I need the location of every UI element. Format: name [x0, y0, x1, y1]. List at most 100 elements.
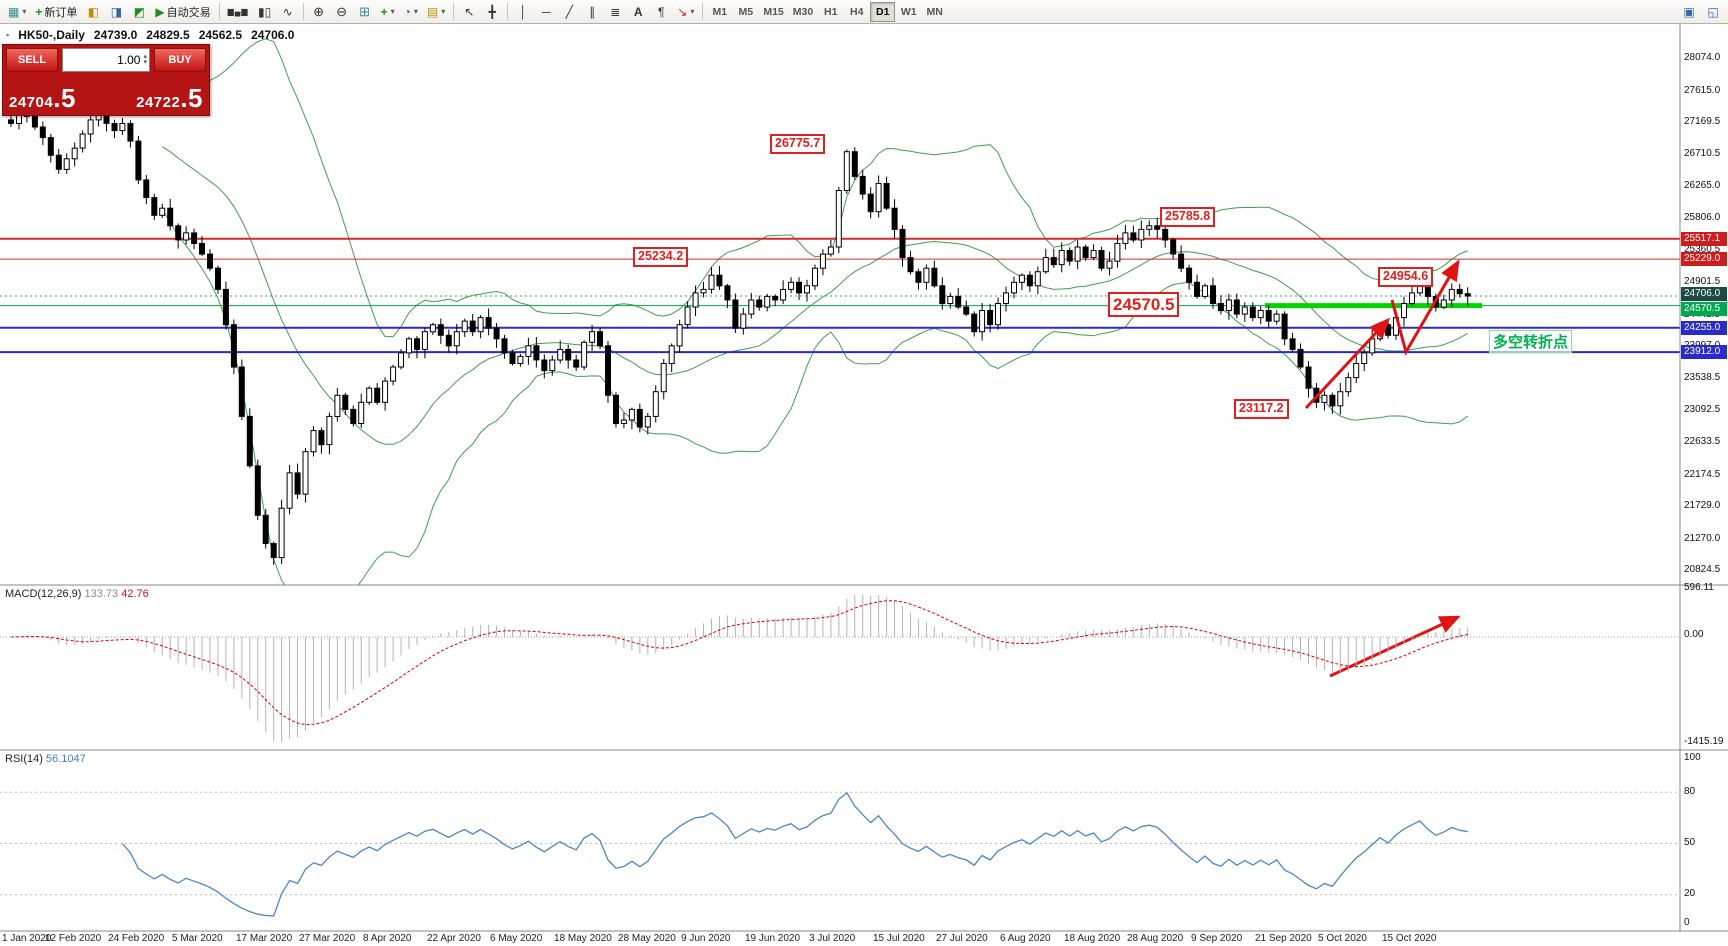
date-axis-label: 15 Oct 2020	[1382, 933, 1437, 944]
dock-left-icon: ▣	[1683, 4, 1695, 19]
timeframe-m1[interactable]: M1	[707, 2, 732, 22]
candlestick-mode-button[interactable]: ▮▯	[254, 2, 276, 22]
periods-icon: ◔	[403, 4, 411, 19]
date-axis-label: 6 May 2020	[490, 933, 543, 944]
toolbar-separator	[218, 3, 220, 20]
new-order-icon: +	[35, 4, 43, 19]
price-annotation: 24570.5	[1108, 292, 1180, 318]
templates-button[interactable]: ▤ ▾	[423, 2, 449, 22]
zoom-in-icon: ⊕	[313, 4, 325, 19]
data-window-button[interactable]: ◨	[105, 2, 127, 22]
quote-high: 24829.5	[146, 28, 190, 42]
timeframe-h4[interactable]: H4	[844, 2, 869, 22]
price-axis-label: 21729.0	[1684, 500, 1721, 511]
bar-chart-mode-button[interactable]: ▆▄▆	[224, 2, 253, 22]
chevron-down-icon: ▾	[690, 7, 695, 16]
new-order-button[interactable]: + 新订单	[31, 2, 81, 22]
fibonacci-tool-button[interactable]: ≣	[604, 2, 626, 22]
date-axis-label: 17 Mar 2020	[236, 933, 293, 944]
text-tool-button[interactable]: A	[627, 2, 649, 22]
market-watch-icon: ◧	[87, 4, 100, 19]
date-axis-label: 27 Mar 2020	[299, 933, 356, 944]
market-watch-button[interactable]: ◧	[82, 2, 104, 22]
zoom-in-button[interactable]: ⊕	[308, 2, 330, 22]
volume-input[interactable]: 1.00 ▴ ▾	[62, 48, 150, 72]
date-axis-label: 18 May 2020	[554, 933, 612, 944]
timeframe-w1[interactable]: W1	[896, 2, 921, 22]
periods-button[interactable]: ◔ ▾	[400, 2, 422, 22]
symbol-and-period: HK50-,Daily	[18, 28, 85, 42]
one-click-trading-panel: SELL 1.00 ▴ ▾ BUY 24704.5 24722.5	[2, 44, 210, 116]
cursor-tool-button[interactable]: ↖	[458, 2, 480, 22]
tile-windows-button[interactable]: ⊞	[354, 2, 376, 22]
price-axis-label: 26265.0	[1684, 180, 1721, 191]
date-axis-label: 27 Jul 2020	[936, 933, 988, 944]
text-tool-icon: A	[633, 4, 643, 19]
vertical-line-icon: │	[519, 4, 528, 19]
timeframe-d1[interactable]: D1	[870, 1, 896, 22]
timeframe-mn[interactable]: MN	[922, 2, 947, 22]
text-label-tool-button[interactable]: ¶	[650, 2, 672, 22]
indicators-button[interactable]: + ▾	[377, 2, 399, 22]
macd-label: MACD(12,26,9) 133.73 42.76	[5, 588, 149, 600]
chevron-down-icon: ▾	[441, 7, 446, 16]
sell-button[interactable]: SELL	[6, 48, 58, 72]
macd-signal-line	[10, 600, 1468, 726]
auto-trading-button[interactable]: ▶ 自动交易	[151, 2, 214, 22]
timeframe-h1[interactable]: H1	[818, 2, 843, 22]
price-axis-label: 25360.5	[1684, 244, 1721, 255]
symbol-marker-icon: ▪	[6, 30, 10, 40]
rsi-level-80: 80	[1684, 786, 1696, 797]
price-tag: 23912.0	[1681, 345, 1727, 359]
main-pane	[0, 38, 1680, 585]
date-axis-label: 28 Aug 2020	[1127, 933, 1184, 944]
timeframe-m5[interactable]: M5	[733, 2, 758, 22]
price-tag: 25517.1	[1681, 232, 1727, 246]
new-chart-button[interactable]: ▦ ▾	[4, 2, 30, 22]
volume-decrease-icon[interactable]: ▾	[143, 59, 147, 66]
price-tag: 24570.5	[1681, 302, 1727, 316]
quote-close: 24706.0	[251, 28, 295, 42]
toolbar-separator	[453, 3, 455, 20]
buy-button[interactable]: BUY	[154, 48, 206, 72]
macd-pane	[0, 594, 1680, 743]
macd-axis-zero: 0.00	[1684, 629, 1704, 640]
date-axis-label: 12 Feb 2020	[45, 933, 102, 944]
date-axis-label: 3 Jul 2020	[809, 933, 856, 944]
timeframe-m30[interactable]: M30	[789, 2, 817, 22]
dock-right-icon: ◱	[1707, 4, 1719, 19]
price-axis-label: 25806.0	[1684, 212, 1721, 223]
rsi-line	[121, 791, 1468, 917]
chevron-down-icon: ▾	[413, 7, 418, 16]
zoom-out-button[interactable]: ⊖	[331, 2, 353, 22]
text-label-icon: ¶	[658, 4, 665, 19]
price-annotation: 25234.2	[633, 247, 689, 267]
quote-low: 24562.5	[198, 28, 243, 42]
dock-right-button[interactable]: ◱	[1702, 2, 1724, 22]
dock-left-button[interactable]: ▣	[1678, 2, 1700, 22]
horizontal-line-tool-button[interactable]: ─	[535, 2, 557, 22]
auto-trading-play-icon: ▶	[155, 4, 165, 19]
date-axis-label: 8 Apr 2020	[363, 933, 412, 944]
toolbar-separator	[702, 3, 704, 20]
channel-tool-button[interactable]: ∥	[581, 2, 603, 22]
arrow-tool-icon: ↘	[677, 4, 688, 19]
quote-line: ▪ HK50-,Daily 24739.0 24829.5 24562.5 24…	[6, 28, 294, 42]
timeframe-m15[interactable]: M15	[759, 2, 787, 22]
price-axis-label: 21270.0	[1684, 533, 1721, 544]
line-chart-mode-button[interactable]: ∿	[277, 2, 299, 22]
price-axis-label: 27169.5	[1684, 116, 1721, 127]
volume-increase-icon[interactable]: ▴	[143, 53, 147, 60]
templates-icon: ▤	[426, 4, 439, 19]
vertical-line-tool-button[interactable]: │	[512, 2, 534, 22]
navigator-button[interactable]: ◩	[128, 2, 150, 22]
trend-arrow	[1390, 259, 1460, 356]
date-axis-label: 6 Aug 2020	[1000, 933, 1051, 944]
date-axis-label: 9 Jun 2020	[681, 933, 731, 944]
arrows-tool-button[interactable]: ↘ ▾	[673, 2, 698, 22]
toolbar-separator	[302, 3, 304, 20]
indicators-icon: +	[380, 4, 388, 19]
trendline-tool-button[interactable]: ╱	[558, 2, 580, 22]
crosshair-tool-button[interactable]: ╋	[481, 2, 503, 22]
